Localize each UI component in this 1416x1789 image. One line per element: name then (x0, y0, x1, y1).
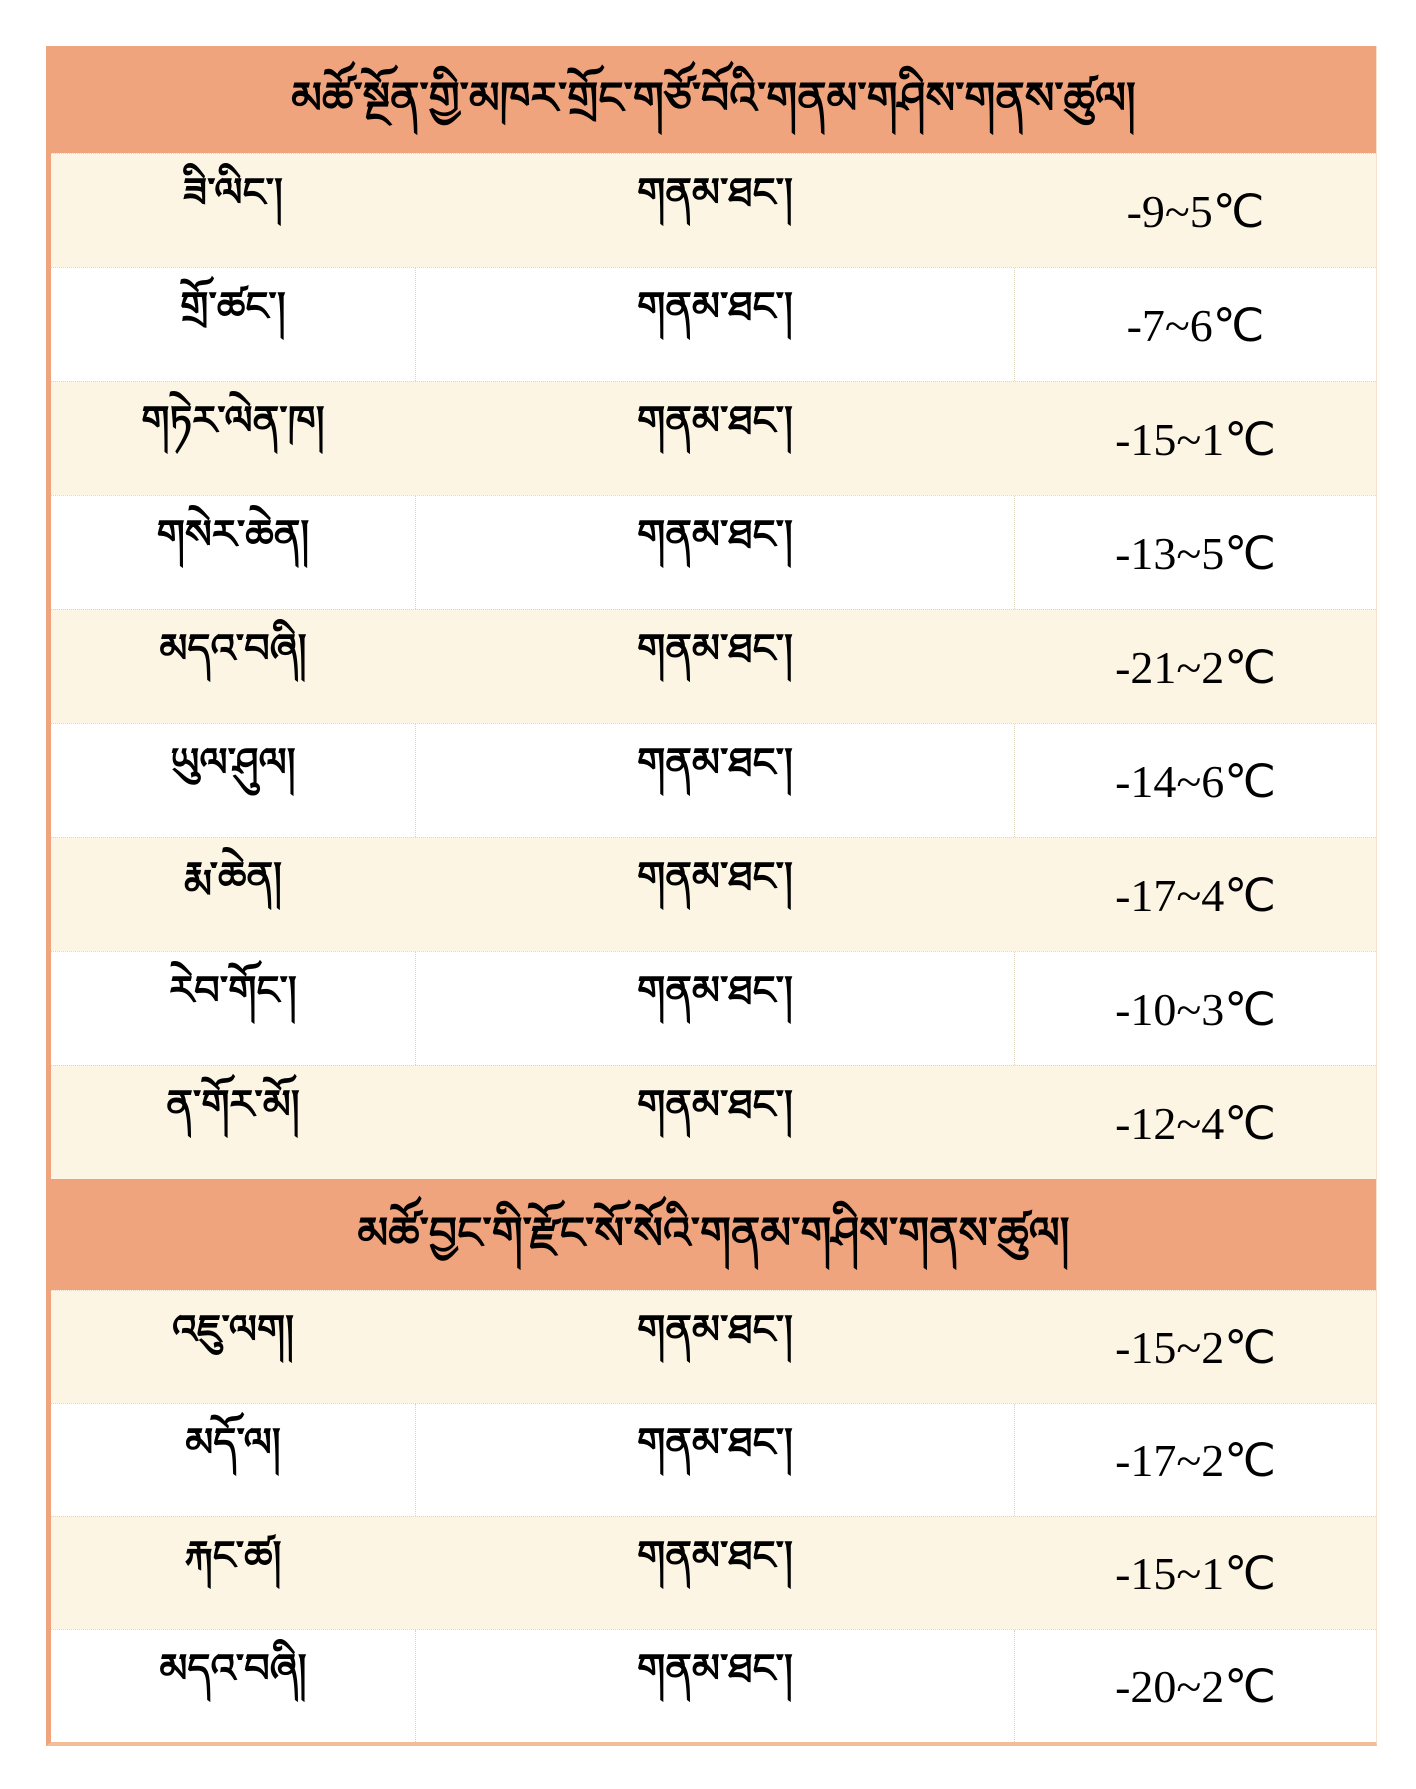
table-row: ཡུལ་ཤུལ། གནམ་ཐང་། -14~6℃ (51, 723, 1376, 837)
weather-condition: གནམ་ཐང་། (415, 952, 1015, 1065)
temperature-range: -20~2℃ (1115, 1661, 1276, 1712)
weather-condition: གནམ་ཐང་། (637, 626, 793, 672)
county-name: མདའ་བཞི། (159, 1645, 307, 1692)
section-2-rows: འཇུ་ལག། གནམ་ཐང་། -15~2℃ མདོ་ལ། གནམ་ཐང་། … (51, 1290, 1376, 1742)
weather-condition: གནམ་ཐང་། (637, 1306, 793, 1353)
city-name: རེབ་གོང་། (169, 968, 297, 1014)
county-name: མདོ་ལ། (185, 1419, 281, 1466)
section-1-rows: ཟི་ལིང་། གནམ་ཐང་། -9~5℃ གྲོ་ཚང་། གནམ་ཐང་… (51, 153, 1376, 1179)
table-row: མདའ་བཞི། གནམ་ཐང་། -20~2℃ (51, 1629, 1376, 1742)
table-row: རྨ་ཆེན། གནམ་ཐང་། -17~4℃ (51, 837, 1376, 951)
temperature-range: -13~5℃ (1115, 527, 1276, 579)
city-name: གྲོ་ཚང་། (180, 284, 286, 330)
county-name: འཇུ་ལག། (171, 1306, 295, 1353)
city-name: ཟི་ལིང་། (183, 170, 283, 216)
weather-condition: གནམ་ཐང་། (637, 854, 793, 900)
temperature-range: -15~1℃ (1115, 413, 1276, 465)
temperature-range: -15~2℃ (1115, 1322, 1276, 1373)
temperature-range: -21~2℃ (1115, 641, 1276, 693)
table-row: གྲོ་ཚང་། གནམ་ཐང་། -7~6℃ (51, 267, 1376, 381)
temperature-range: -12~4℃ (1115, 1097, 1276, 1149)
table-row: མདའ་བཞི། གནམ་ཐང་། -21~2℃ (51, 609, 1376, 723)
county-name: རྐང་ཚ། (184, 1532, 282, 1579)
section-1-title: མཚོ་སྔོན་གྱི་མཁར་གྲོང་གཙོ་བོའི་གནམ་གཤིས་… (291, 73, 1136, 125)
temperature-range: -7~6℃ (1126, 299, 1265, 351)
section-2-title: མཚོ་བྱང་གི་རྫོང་སོ་སོའི་གནམ་གཤིས་གནས་ཚུལ… (357, 1208, 1070, 1260)
city-name: ཡུལ་ཤུལ། (170, 740, 296, 786)
city-name: ན་གོར་མོ། (166, 1082, 300, 1128)
city-name: རྨ་ཆེན། (183, 854, 283, 900)
weather-condition: གནམ་ཐང་། (415, 724, 1015, 837)
temperature-range: -15~1℃ (1115, 1548, 1276, 1599)
temperature-range: -9~5℃ (1126, 185, 1265, 237)
weather-condition: གནམ་ཐང་། (637, 1532, 793, 1579)
weather-table: མཚོ་སྔོན་གྱི་མཁར་གྲོང་གཙོ་བོའི་གནམ་གཤིས་… (46, 46, 1377, 1746)
weather-condition: གནམ་ཐང་། (637, 1082, 793, 1128)
table-row: འཇུ་ལག། གནམ་ཐང་། -15~2℃ (51, 1290, 1376, 1403)
table-row: ཟི་ལིང་། གནམ་ཐང་། -9~5℃ (51, 153, 1376, 267)
section-1-header: མཚོ་སྔོན་གྱི་མཁར་གྲོང་གཙོ་བོའི་གནམ་གཤིས་… (51, 46, 1376, 153)
table-row: གསེར་ཆེན། གནམ་ཐང་། -13~5℃ (51, 495, 1376, 609)
section-2-header: མཚོ་བྱང་གི་རྫོང་སོ་སོའི་གནམ་གཤིས་གནས་ཚུལ… (51, 1179, 1376, 1290)
city-name: མདའ་བཞི། (159, 626, 307, 672)
temperature-range: -10~3℃ (1115, 983, 1276, 1035)
table-row: ན་གོར་མོ། གནམ་ཐང་། -12~4℃ (51, 1065, 1376, 1179)
weather-condition: གནམ་ཐང་། (415, 496, 1015, 609)
table-row: རེབ་གོང་། གནམ་ཐང་། -10~3℃ (51, 951, 1376, 1065)
weather-condition: གནམ་ཐང་། (415, 268, 1015, 381)
weather-condition: གནམ་ཐང་། (637, 398, 793, 444)
temperature-range: -17~2℃ (1115, 1435, 1276, 1486)
table-row: མདོ་ལ། གནམ་ཐང་། -17~2℃ (51, 1403, 1376, 1516)
table-row: རྐང་ཚ། གནམ་ཐང་། -15~1℃ (51, 1516, 1376, 1629)
temperature-range: -17~4℃ (1115, 869, 1276, 921)
city-name: གསེར་ཆེན། (156, 512, 310, 558)
city-name: གཏེར་ལེན་ཁ། (141, 398, 325, 444)
table-row: གཏེར་ལེན་ཁ། གནམ་ཐང་། -15~1℃ (51, 381, 1376, 495)
weather-condition: གནམ་ཐང་། (415, 1630, 1015, 1742)
weather-condition: གནམ་ཐང་། (415, 1404, 1015, 1516)
weather-condition: གནམ་ཐང་། (637, 170, 793, 216)
temperature-range: -14~6℃ (1115, 755, 1276, 807)
